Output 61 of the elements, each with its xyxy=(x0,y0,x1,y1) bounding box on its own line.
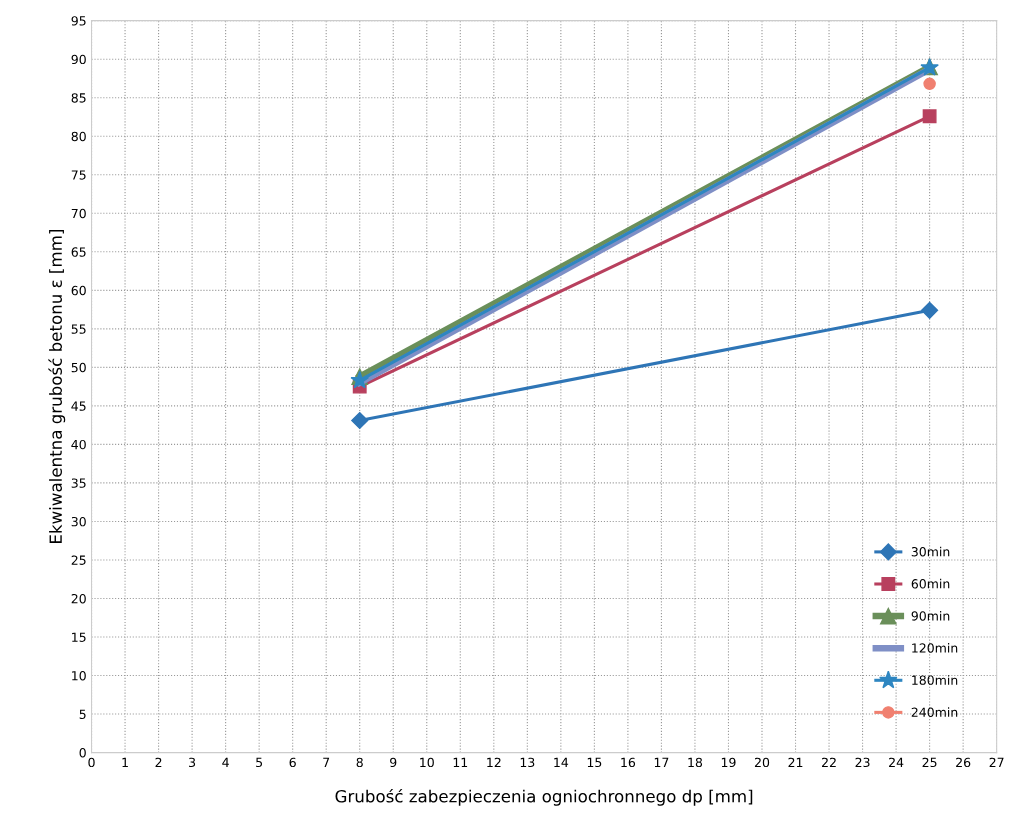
y-tick-label: 75 xyxy=(71,170,86,180)
x-tick-label: 3 xyxy=(189,757,196,768)
y-tick-label: 85 xyxy=(71,93,86,103)
x-tick-label: 5 xyxy=(256,757,263,768)
x-tick-label: 24 xyxy=(889,757,904,767)
legend-label: 120min xyxy=(912,643,958,653)
x-tick-label: 8 xyxy=(356,757,363,768)
y-axis-title: Ekwiwalentna grubość betonu ε [mm] xyxy=(48,230,66,543)
x-axis-title: Grubość zabezpieczenia ogniochronnego dp [mm] xyxy=(335,788,753,806)
x-tick-label: 0 xyxy=(88,757,95,768)
y-tick-label: 90 xyxy=(71,54,86,65)
x-tick-label: 20 xyxy=(754,757,770,768)
point xyxy=(923,77,936,91)
legend-label: 60min xyxy=(911,578,950,589)
x-tick-label: 18 xyxy=(688,757,703,768)
y-tick-label: 55 xyxy=(71,324,86,334)
point xyxy=(921,301,939,319)
y-tick-label: 45 xyxy=(71,401,86,411)
y-tick-label: 0 xyxy=(79,748,86,758)
y-tick-label: 80 xyxy=(71,131,86,142)
y-tick-label: 60 xyxy=(71,285,86,296)
y-tick-label: 40 xyxy=(71,439,86,450)
x-tick-label: 12 xyxy=(487,757,501,767)
x-tick-label: 21 xyxy=(788,757,803,767)
legend-label: 240min xyxy=(911,707,958,717)
y-tick-label: 50 xyxy=(71,362,86,373)
y-tick-label: 5 xyxy=(79,709,86,719)
point xyxy=(351,411,369,430)
point xyxy=(350,370,369,389)
legend-label: 180min xyxy=(912,675,958,685)
x-tick-label: 14 xyxy=(554,757,569,767)
y-tick-label: 20 xyxy=(71,593,86,604)
legend-label: 90min xyxy=(911,610,950,621)
x-tick-label: 4 xyxy=(222,757,229,767)
x-tick-label: 9 xyxy=(390,757,397,768)
x-tick-label: 7 xyxy=(323,757,330,767)
x-tick-label: 19 xyxy=(721,757,736,768)
x-tick-label: 13 xyxy=(520,757,535,768)
x-tick-label: 6 xyxy=(289,757,296,768)
x-tick-label: 16 xyxy=(621,757,636,768)
x-tick-label: 25 xyxy=(922,757,937,768)
y-tick-label: 95 xyxy=(71,16,86,26)
x-tick-label: 2 xyxy=(155,757,162,767)
legend-label: 30min xyxy=(911,546,950,557)
y-tick-label: 30 xyxy=(71,516,86,527)
x-tick-label: 10 xyxy=(420,757,434,768)
y-tick-label: 15 xyxy=(72,632,86,642)
point xyxy=(922,109,937,124)
x-tick-label: 22 xyxy=(822,757,836,767)
y-tick-label: 10 xyxy=(72,671,86,681)
y-tick-label: 25 xyxy=(71,555,86,565)
x-tick-label: 17 xyxy=(654,757,669,767)
y-tick-label: 35 xyxy=(71,478,86,488)
x-tick-label: 23 xyxy=(855,757,870,768)
x-tick-label: 15 xyxy=(587,757,602,768)
y-tick-label: 70 xyxy=(71,208,86,219)
x-tick-label: 1 xyxy=(122,757,128,767)
x-tick-label: 11 xyxy=(453,757,468,767)
x-tick-label: 27 xyxy=(989,757,1004,767)
y-tick-label: 65 xyxy=(71,247,86,257)
x-tick-label: 26 xyxy=(956,757,971,768)
